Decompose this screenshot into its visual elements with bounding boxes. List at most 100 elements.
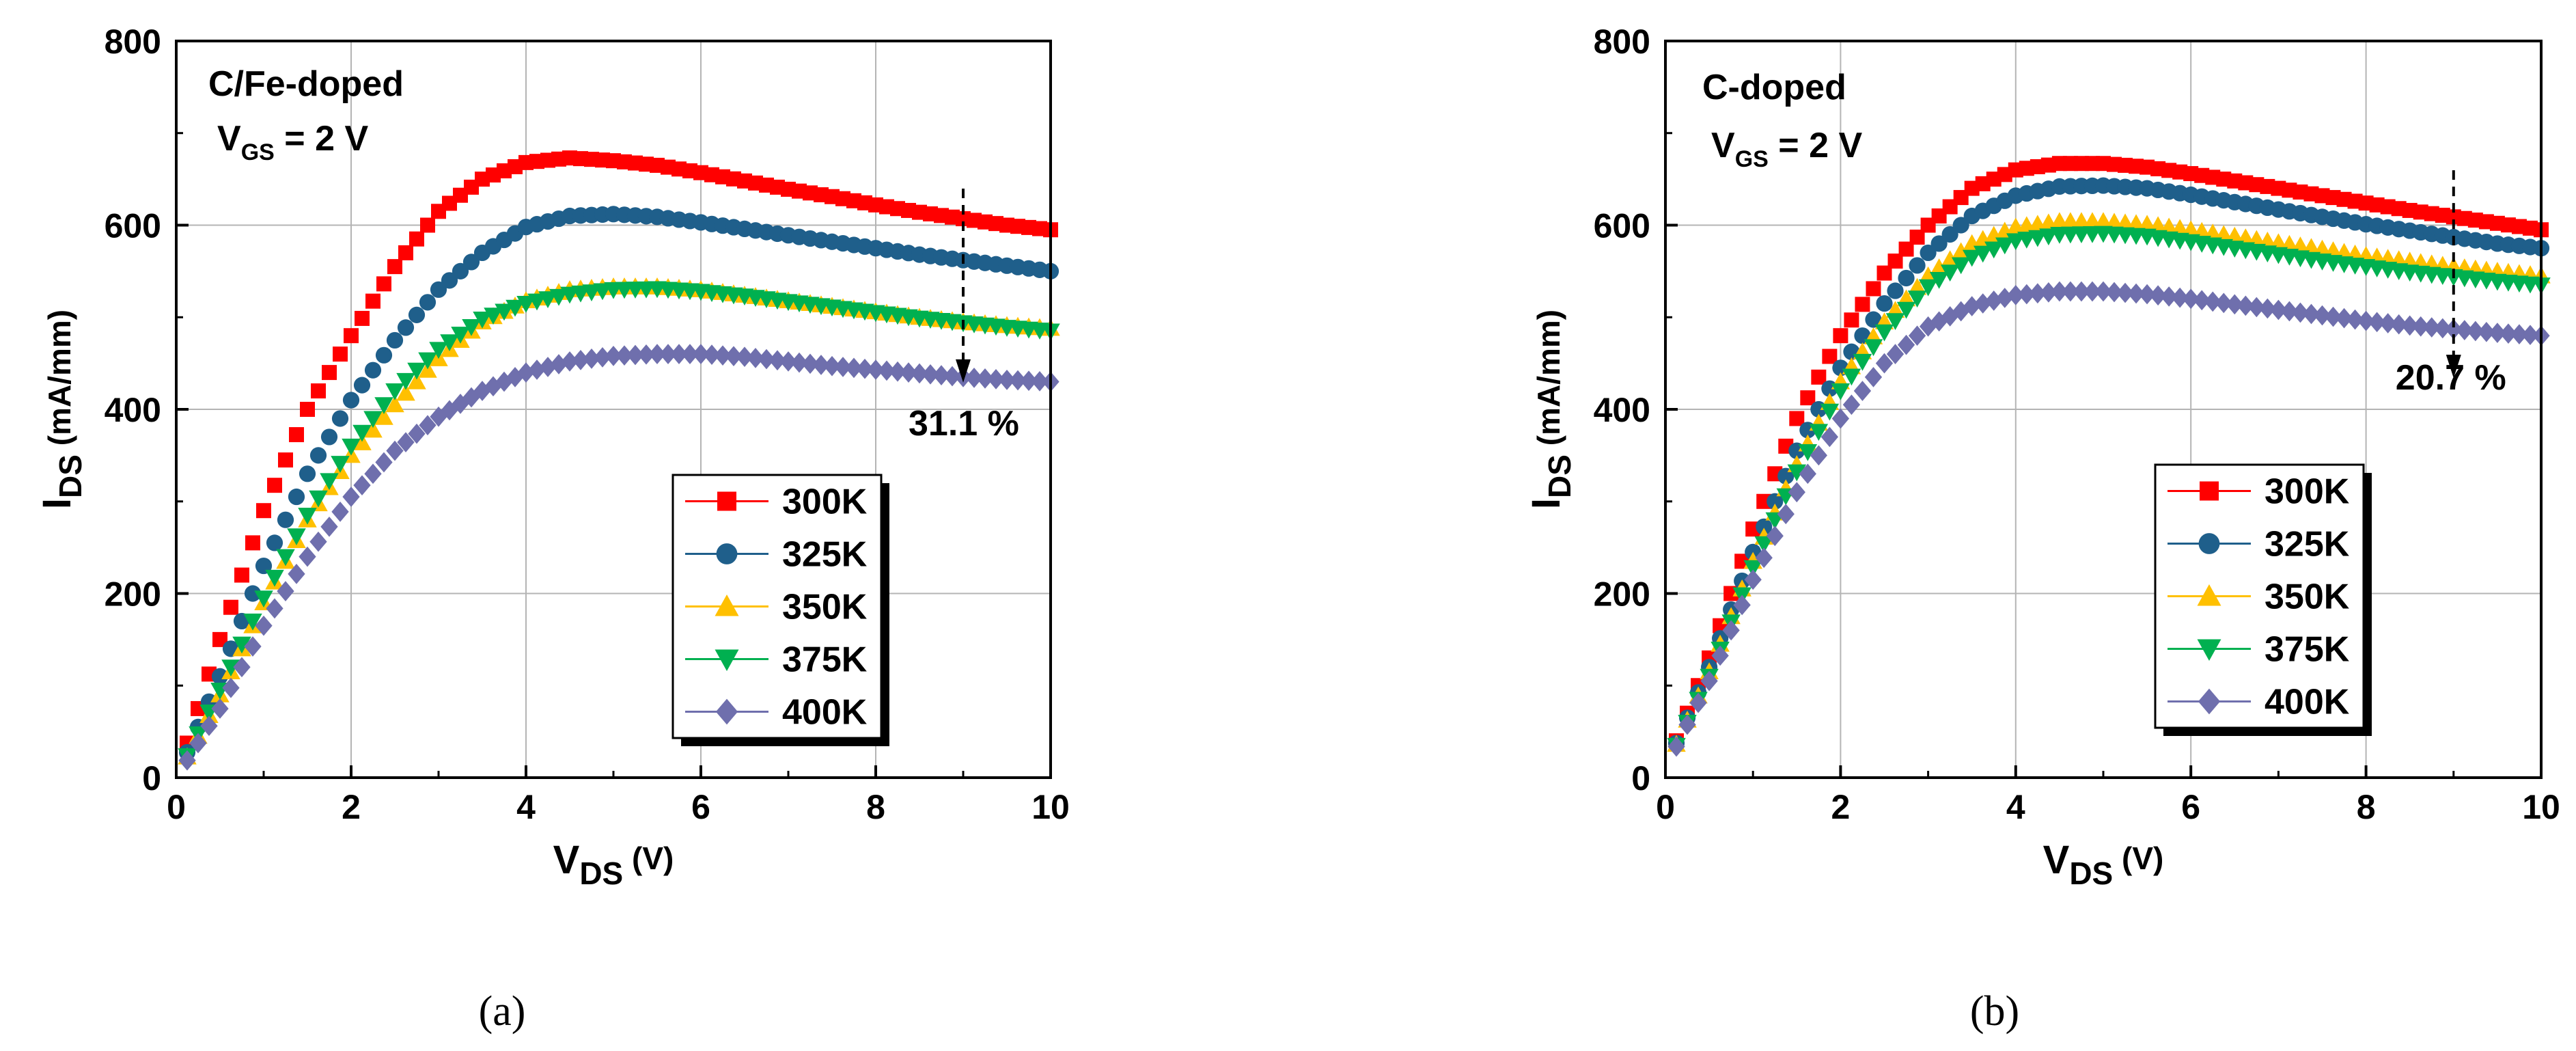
data-point — [801, 353, 819, 374]
data-point — [1754, 536, 1773, 554]
data-point — [1898, 241, 1914, 257]
data-point — [266, 598, 283, 619]
data-point — [998, 370, 1016, 390]
x-tick-label: 10 — [2522, 788, 2560, 826]
x-tick-label: 2 — [1831, 788, 1850, 826]
data-point — [703, 344, 721, 366]
data-point — [374, 397, 393, 415]
drop-arrow-head — [956, 359, 971, 383]
data-point — [2182, 288, 2200, 310]
data-point — [2499, 323, 2517, 344]
data-point — [637, 344, 655, 365]
data-point — [911, 363, 928, 384]
data-point — [1864, 366, 1883, 387]
data-point — [1864, 339, 1883, 357]
data-point — [2193, 290, 2211, 311]
data-point — [1788, 482, 1805, 503]
legend-marker — [2198, 688, 2221, 715]
data-point — [539, 357, 557, 377]
data-point — [506, 366, 524, 387]
data-point — [1920, 244, 1937, 262]
data-point — [878, 360, 896, 381]
data-point — [353, 377, 371, 394]
y-tick-label: 800 — [105, 23, 161, 61]
data-point — [309, 447, 327, 464]
legend-marker — [715, 595, 739, 616]
data-point — [276, 549, 295, 567]
legend-label: 375K — [2265, 630, 2350, 670]
y-tick-label: 400 — [1594, 391, 1650, 429]
data-point — [232, 636, 251, 654]
series-400K — [178, 344, 1060, 771]
x-tick-label: 2 — [342, 788, 361, 826]
data-point — [386, 440, 404, 461]
data-point — [922, 364, 939, 385]
data-point — [333, 346, 348, 362]
legend-label: 400K — [782, 693, 868, 733]
annotation-vgs-subscript: GS — [1735, 146, 1769, 172]
data-point — [265, 569, 284, 587]
data-point — [1831, 383, 1851, 400]
data-point — [288, 488, 305, 506]
data-point — [440, 334, 459, 352]
data-point — [943, 366, 961, 387]
data-point — [505, 299, 525, 317]
y-tick-label: 400 — [105, 391, 161, 429]
data-point — [1907, 290, 1927, 308]
x-tick-label: 6 — [691, 788, 710, 826]
data-point — [375, 346, 393, 364]
y-axis-label: IDS (mA/mm) — [1524, 310, 1577, 509]
data-point — [178, 750, 196, 771]
data-point — [376, 276, 391, 292]
data-point — [462, 254, 480, 271]
legend-marker — [716, 543, 738, 564]
data-point — [407, 362, 426, 380]
data-point — [823, 355, 841, 377]
data-point — [398, 245, 413, 260]
y-axis-label-subscript: DS — [1542, 454, 1577, 498]
data-point — [779, 351, 797, 372]
data-point — [1009, 370, 1027, 391]
panel-caption: (a) — [479, 988, 526, 1035]
legend-marker — [715, 698, 738, 725]
data-point — [2412, 316, 2430, 337]
data-point — [572, 350, 590, 370]
annotation-title: C/Fe-doped — [208, 64, 404, 104]
data-point — [1844, 312, 1859, 328]
data-point — [2040, 282, 2058, 303]
data-point — [1842, 368, 1861, 386]
data-point — [1667, 736, 1685, 757]
x-axis-label-subscript: DS — [2069, 856, 2113, 891]
data-point — [1962, 249, 1982, 267]
drop-percentage-label: 31.1 % — [909, 404, 1019, 443]
data-point — [1874, 324, 1894, 342]
data-point — [1973, 245, 1993, 263]
data-point — [1929, 258, 1949, 275]
data-point — [1831, 408, 1850, 429]
legend-label: 300K — [2265, 472, 2350, 512]
annotation-vgs-main: V — [217, 119, 241, 159]
data-point — [1918, 279, 1938, 297]
data-point — [256, 503, 271, 519]
data-point — [311, 383, 326, 399]
data-point — [845, 357, 863, 379]
data-point — [1952, 301, 1970, 322]
data-point — [1940, 264, 1960, 282]
data-point — [2467, 320, 2484, 342]
data-point — [222, 677, 240, 698]
data-point — [2149, 285, 2167, 306]
data-point — [1822, 349, 1838, 364]
data-point — [221, 659, 240, 677]
data-point — [430, 406, 447, 427]
data-point — [2368, 312, 2386, 333]
data-point — [364, 463, 382, 484]
data-point — [2039, 228, 2058, 246]
data-point — [725, 346, 743, 367]
data-point — [812, 355, 830, 375]
y-tick-label: 0 — [142, 759, 161, 797]
data-point — [407, 372, 426, 390]
data-point — [1842, 394, 1861, 415]
data-point — [1951, 257, 1971, 275]
